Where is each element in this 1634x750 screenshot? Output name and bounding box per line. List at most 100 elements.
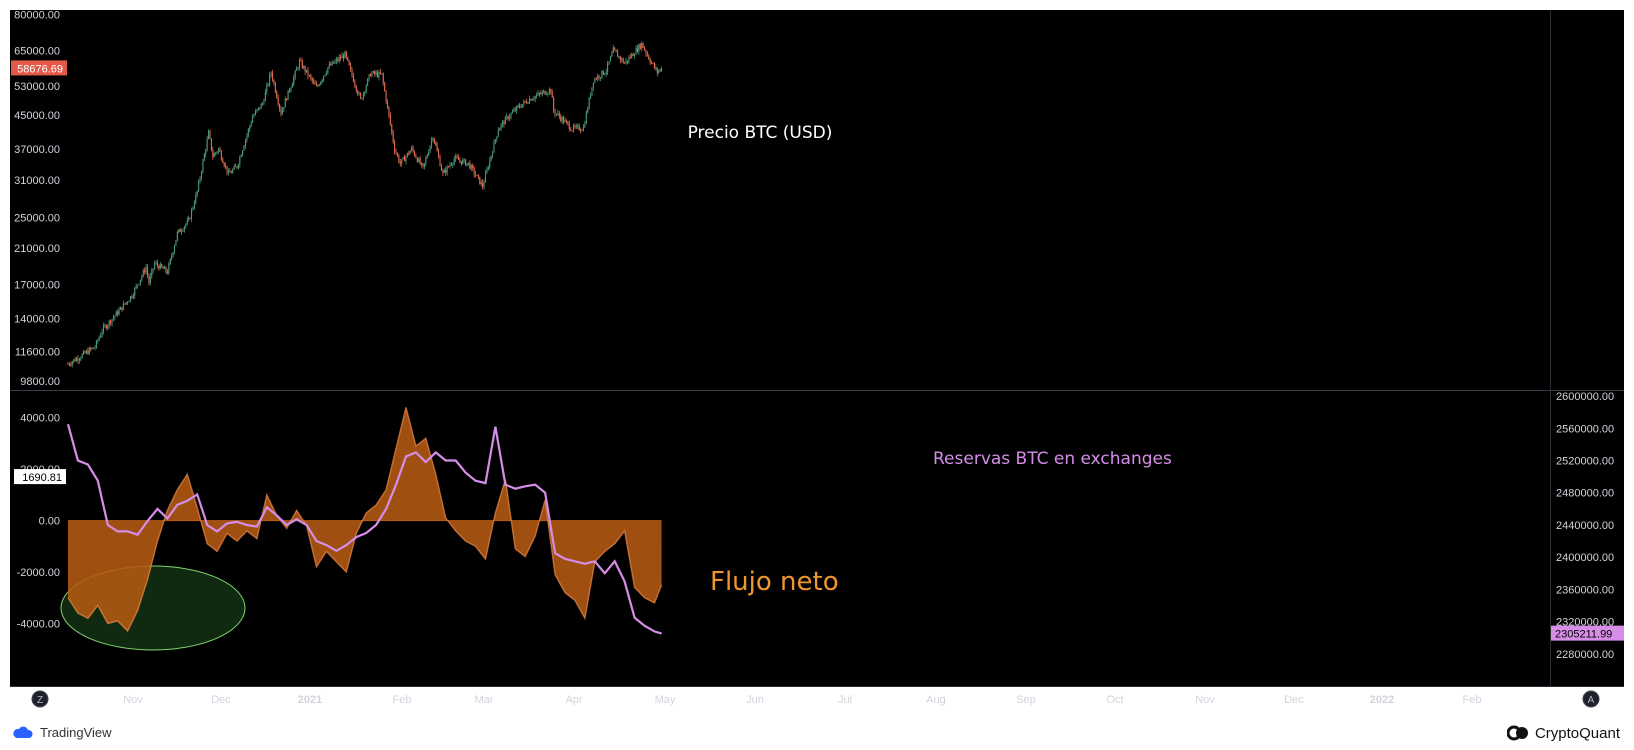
candle-body — [155, 262, 157, 264]
candle-body — [127, 302, 129, 304]
candle-body — [101, 331, 103, 336]
candle-body — [102, 325, 105, 332]
candle-body — [352, 75, 354, 82]
candle-body — [443, 170, 445, 173]
candle-body — [168, 263, 170, 274]
candle-body — [264, 91, 266, 102]
candle-body — [125, 302, 127, 304]
candle-body — [129, 296, 132, 301]
x-tick-label: Nov — [1195, 694, 1215, 706]
reserves-series-label: Reservas BTC en exchanges — [933, 449, 1172, 469]
candle-body — [97, 340, 99, 342]
candle-body — [641, 43, 643, 49]
candle-body — [472, 165, 474, 168]
candle-body — [111, 319, 113, 324]
candle-body — [104, 325, 106, 327]
candle-body — [71, 361, 73, 365]
candle-body — [635, 48, 637, 55]
candle-body — [276, 91, 278, 98]
x-tick-label: Oct — [1106, 694, 1123, 706]
candle-body — [438, 151, 440, 157]
zoom-reset-label[interactable]: Z — [37, 695, 43, 706]
x-tick-label: Mar — [475, 694, 494, 706]
candle-body — [439, 156, 441, 167]
candle-body — [384, 82, 386, 92]
candle-body — [325, 72, 327, 75]
candle-body — [614, 47, 616, 51]
candle-body — [335, 59, 337, 62]
x-tick-label: Aug — [926, 694, 946, 706]
candle-body — [585, 112, 587, 124]
candle-body — [631, 53, 633, 58]
candle-body — [476, 175, 478, 177]
candle-body — [105, 325, 107, 329]
candle-body — [260, 104, 262, 109]
candle-body — [166, 271, 168, 274]
candle-body — [492, 152, 494, 156]
candle-body — [348, 60, 350, 66]
candle-body — [543, 90, 545, 92]
x-tick-label: 2022 — [1370, 694, 1394, 706]
candle-body — [200, 171, 203, 178]
candle-body — [517, 105, 519, 107]
tradingview-brand[interactable]: TradingView — [12, 725, 112, 740]
candle-body — [205, 149, 207, 155]
candle-body — [290, 87, 292, 91]
candle-body — [240, 155, 242, 158]
candle-body — [389, 114, 391, 125]
candle-body — [110, 320, 112, 324]
cryptoquant-brand[interactable]: CryptoQuant — [1506, 724, 1620, 742]
candle-body — [634, 54, 636, 56]
candle-body — [609, 56, 611, 62]
candle-body — [395, 151, 397, 154]
price-y-tick: 9800.00 — [20, 376, 60, 388]
candle-body — [520, 106, 522, 108]
candle-body — [446, 166, 448, 173]
candle-body — [347, 57, 349, 61]
candle-body — [504, 117, 506, 125]
candle-body — [195, 194, 197, 204]
candle-body — [148, 275, 150, 284]
reserves-y-axis: 2600000.00 2560000.00 2520000.00 2480000.00… — [1551, 391, 1624, 661]
auto-scale-button[interactable]: A — [1582, 690, 1600, 708]
candle-body — [345, 51, 347, 58]
candle-body — [311, 77, 313, 81]
auto-scale-circle[interactable] — [1582, 690, 1600, 708]
candle-body — [626, 60, 629, 62]
candle-body — [247, 129, 249, 135]
candle-body — [188, 218, 190, 221]
candle-body — [235, 166, 237, 168]
candle-body — [78, 359, 80, 361]
candle-body — [548, 89, 550, 94]
candle-body — [229, 171, 231, 173]
reserves-y-tick: 2480000.00 — [1556, 488, 1614, 500]
candle-body — [401, 159, 403, 164]
candle-body — [523, 101, 525, 105]
price-pane: 80000.00 65000.00 53000.00 45000.00 37000.00… — [11, 9, 832, 388]
candle-body — [500, 124, 502, 129]
candle-body — [608, 61, 610, 64]
candle-body — [653, 63, 656, 68]
candle-body — [341, 55, 343, 59]
candle-body — [222, 159, 224, 163]
reserves-y-tick: 2560000.00 — [1556, 423, 1614, 435]
reserves-y-tick: 2440000.00 — [1556, 520, 1614, 532]
candle-body — [202, 160, 204, 172]
x-tick-label: Apr — [565, 694, 582, 706]
candle-body — [528, 98, 531, 104]
candle-body — [602, 70, 604, 75]
candle-body — [453, 158, 455, 164]
reserves-y-tick: 2360000.00 — [1556, 584, 1614, 596]
candle-body — [249, 125, 251, 130]
candle-body — [419, 158, 421, 165]
zoom-reset-circle[interactable] — [31, 690, 49, 708]
candle-body — [374, 71, 376, 75]
auto-scale-label[interactable]: A — [1588, 695, 1595, 706]
candle-body — [368, 74, 370, 79]
candle-body — [651, 62, 653, 64]
candle-body — [192, 207, 194, 210]
zoom-reset-button[interactable]: Z — [31, 690, 49, 708]
candle-body — [182, 230, 184, 232]
candle-body — [413, 151, 416, 156]
candle-body — [186, 220, 188, 225]
